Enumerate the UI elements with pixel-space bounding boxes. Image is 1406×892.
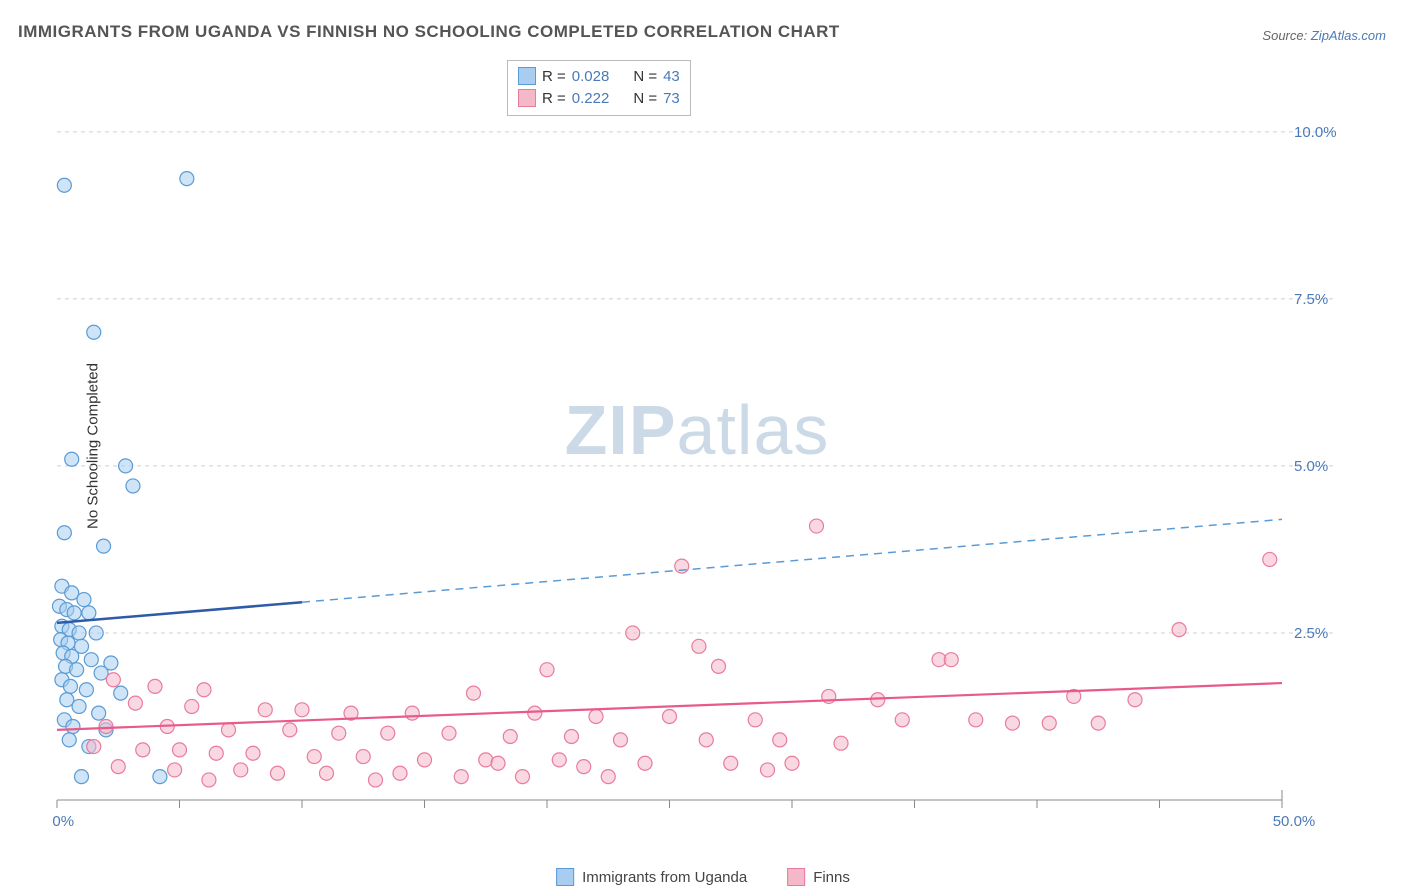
n-value: 73	[663, 90, 680, 107]
legend-item: Finns	[787, 868, 850, 886]
legend-item: Immigrants from Uganda	[556, 868, 747, 886]
plot-area: ZIPatlas 2.5%5.0%7.5%10.0%0.0%50.0% R =0…	[52, 60, 1342, 830]
legend-bottom: Immigrants from Uganda Finns	[556, 868, 850, 886]
svg-text:0.0%: 0.0%	[52, 813, 74, 830]
legend-swatch	[518, 67, 536, 85]
n-value: 43	[663, 68, 680, 85]
r-label: R =	[542, 68, 566, 85]
svg-text:2.5%: 2.5%	[1294, 625, 1328, 642]
r-value: 0.028	[572, 68, 610, 85]
legend-label: Immigrants from Uganda	[582, 869, 747, 886]
n-label: N =	[633, 68, 657, 85]
legend-stat-row: R = 0.222 N = 73	[518, 87, 680, 109]
legend-label: Finns	[813, 869, 850, 886]
r-label: R =	[542, 90, 566, 107]
svg-text:5.0%: 5.0%	[1294, 458, 1328, 475]
svg-text:7.5%: 7.5%	[1294, 291, 1328, 308]
source-label: Source:	[1262, 28, 1307, 43]
r-value: 0.222	[572, 90, 610, 107]
n-label: N =	[633, 90, 657, 107]
legend-swatch	[518, 89, 536, 107]
chart-title: IMMIGRANTS FROM UGANDA VS FINNISH NO SCH…	[18, 22, 840, 42]
svg-text:50.0%: 50.0%	[1273, 813, 1316, 830]
source-credit: Source: ZipAtlas.com	[1262, 28, 1386, 43]
legend-swatch	[556, 868, 574, 886]
legend-stat-row: R = 0.028 N = 43	[518, 65, 680, 87]
source-value: ZipAtlas.com	[1311, 28, 1386, 43]
svg-text:10.0%: 10.0%	[1294, 124, 1337, 141]
legend-stats-box: R = 0.028 N = 43 R = 0.222 N = 73	[507, 60, 691, 116]
legend-swatch	[787, 868, 805, 886]
scatter-chart: 2.5% 5.0% 7.5% 10.0% 0.0% 50.0%	[52, 60, 1342, 830]
